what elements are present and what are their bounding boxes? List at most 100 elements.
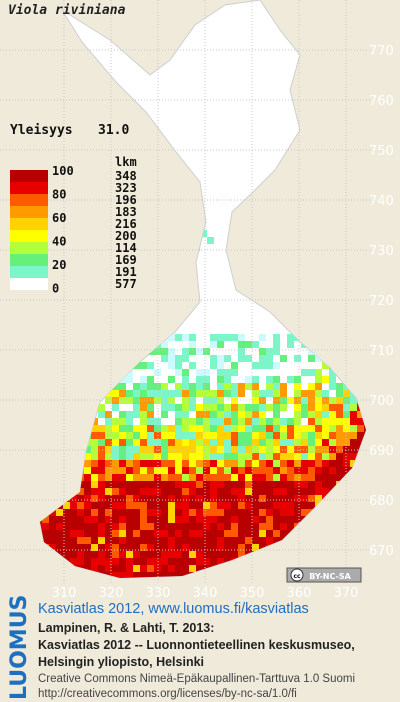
legend-count: 169	[115, 253, 137, 267]
cell	[336, 425, 343, 432]
cell	[203, 460, 210, 467]
cell	[224, 453, 231, 460]
legend-count: 196	[115, 193, 137, 207]
cell	[182, 530, 189, 537]
cell	[315, 418, 322, 425]
cell	[315, 453, 322, 460]
cell	[161, 474, 168, 481]
cell	[203, 558, 210, 565]
y-grid-label: 670	[369, 544, 394, 559]
cell	[259, 467, 266, 474]
cell	[315, 432, 322, 439]
cell	[126, 460, 133, 467]
cell	[140, 376, 147, 383]
cell	[203, 467, 210, 474]
cell	[161, 516, 168, 523]
cell	[203, 523, 210, 530]
cell	[200, 230, 207, 237]
atlas-link[interactable]: Kasviatlas 2012, www.luomus.fi/kasviatla…	[38, 601, 309, 617]
cell	[161, 404, 168, 411]
cell	[133, 551, 140, 558]
cell	[273, 341, 280, 348]
cell	[70, 523, 77, 530]
cell	[196, 446, 203, 453]
cell	[112, 383, 119, 390]
cell	[168, 530, 175, 537]
cell	[133, 488, 140, 495]
cell	[259, 397, 266, 404]
cell	[322, 432, 329, 439]
cell	[133, 460, 140, 467]
cell	[273, 383, 280, 390]
cell	[245, 467, 252, 474]
cell	[133, 439, 140, 446]
cell	[119, 432, 126, 439]
cell	[238, 432, 245, 439]
cell	[245, 432, 252, 439]
cell	[343, 397, 350, 404]
cell	[210, 509, 217, 516]
cell	[252, 411, 259, 418]
cell	[98, 544, 105, 551]
cell	[308, 446, 315, 453]
cell	[238, 530, 245, 537]
x-grid-label: 320	[99, 586, 124, 601]
cell	[224, 502, 231, 509]
cell	[287, 432, 294, 439]
cell	[84, 544, 91, 551]
cell	[322, 439, 329, 446]
cell	[322, 453, 329, 460]
cell	[161, 383, 168, 390]
cell	[259, 425, 266, 432]
cell	[294, 376, 301, 383]
cell	[231, 404, 238, 411]
cell	[140, 446, 147, 453]
cell	[182, 523, 189, 530]
cell	[98, 537, 105, 544]
cell	[133, 383, 140, 390]
cell	[217, 516, 224, 523]
cell	[133, 523, 140, 530]
cell	[252, 481, 259, 488]
cell	[245, 446, 252, 453]
cell	[280, 439, 287, 446]
cell	[273, 460, 280, 467]
cell	[252, 432, 259, 439]
cell	[266, 488, 273, 495]
cell	[266, 474, 273, 481]
cell	[126, 432, 133, 439]
cell	[161, 390, 168, 397]
cell	[308, 481, 315, 488]
legend-count: 216	[115, 217, 137, 231]
cell	[133, 572, 140, 578]
cell	[301, 411, 308, 418]
cell	[112, 495, 119, 502]
cell	[217, 418, 224, 425]
legend-count: 577	[115, 277, 137, 291]
cell	[119, 495, 126, 502]
cell	[161, 551, 168, 558]
cell	[189, 488, 196, 495]
cell	[203, 551, 210, 558]
cell	[161, 558, 168, 565]
cell	[280, 460, 287, 467]
cell	[266, 383, 273, 390]
cell	[126, 509, 133, 516]
legend-count: 200	[115, 229, 137, 243]
cell	[245, 453, 252, 460]
cell	[343, 439, 350, 446]
cell	[154, 509, 161, 516]
cell	[203, 383, 210, 390]
cell	[133, 425, 140, 432]
cell	[238, 544, 245, 551]
cell	[224, 355, 231, 362]
cell	[210, 516, 217, 523]
cell	[210, 551, 217, 558]
cell	[203, 397, 210, 404]
cell	[266, 418, 273, 425]
cell	[203, 502, 210, 509]
cell	[147, 509, 154, 516]
cell	[119, 439, 126, 446]
cell	[175, 334, 182, 341]
cell	[343, 460, 350, 467]
